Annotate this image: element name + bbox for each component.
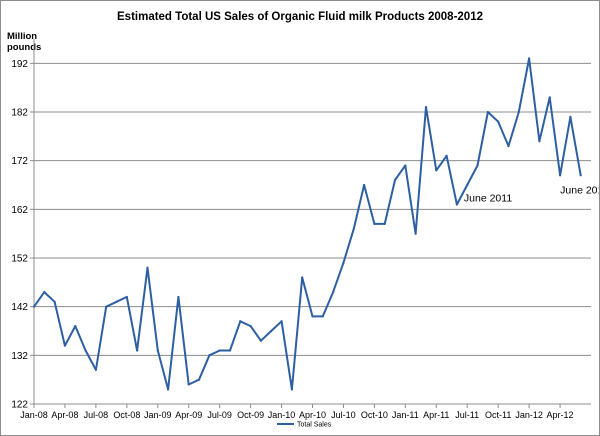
data-point	[259, 339, 263, 342]
data-point	[63, 344, 67, 347]
y-tick-label: 172	[11, 156, 28, 167]
x-tick-label: Jan-12	[515, 410, 543, 420]
data-point	[218, 349, 221, 352]
data-point	[332, 290, 335, 294]
x-tick-label: Jul-11	[455, 410, 479, 420]
data-point	[342, 261, 345, 264]
x-tick-label: Oct-10	[361, 410, 388, 420]
data-point	[393, 179, 397, 182]
data-point	[414, 232, 417, 235]
data-point	[373, 222, 376, 226]
data-point	[424, 106, 428, 109]
chart-title: Estimated Total US Sales of Organic Flui…	[117, 11, 483, 23]
x-tick-labels: Jan-08 Apr-08 Jul-08 Oct-08 Jan-09 Apr-09 Jul-…	[20, 410, 573, 420]
data-point	[455, 203, 459, 206]
x-tick-label: Apr-10	[299, 410, 326, 420]
y-tick-label: 142	[11, 302, 28, 313]
data-point	[301, 276, 304, 279]
data-point	[548, 96, 551, 99]
data-point	[156, 349, 159, 352]
data-point	[94, 368, 97, 372]
x-tick-label: Apr-08	[51, 410, 78, 420]
y-tick-labels: 122 132 142 152 162 172 182 192	[11, 59, 28, 411]
y-tick-label: 182	[11, 108, 28, 119]
x-tick-label: Jan-11	[392, 410, 419, 420]
legend-label-total-sales: Total Sales	[297, 422, 332, 429]
annotations: June 2011 June 2012	[464, 184, 599, 204]
data-point	[270, 329, 273, 333]
x-tick-label: Oct-11	[485, 410, 511, 420]
data-point	[280, 320, 283, 323]
y-tick-label: 132	[11, 351, 28, 362]
x-tick-label: Jan-08	[20, 410, 48, 420]
data-point	[115, 300, 118, 303]
data-point	[497, 120, 500, 123]
x-tick-label: Jul-08	[84, 410, 109, 420]
x-tick-label: Apr-11	[423, 410, 449, 420]
axes	[33, 39, 591, 405]
data-point	[435, 169, 438, 172]
data-point	[507, 144, 510, 148]
y-axis-label-line-1: Million	[7, 31, 37, 42]
annotation-june-2012: June 2012	[560, 184, 599, 196]
data-point	[311, 315, 314, 318]
data-point	[579, 174, 582, 177]
data-point	[208, 354, 211, 357]
data-point	[32, 305, 36, 308]
data-point	[187, 383, 190, 386]
data-point	[228, 349, 232, 352]
y-tick-label: 152	[11, 254, 28, 265]
data-point	[43, 290, 46, 294]
y-axis-label-line-2: pounds	[7, 42, 41, 53]
y-tick-label: 162	[11, 205, 28, 216]
data-point	[84, 349, 87, 352]
x-tick-label: Oct-09	[237, 410, 264, 420]
data-point	[74, 325, 77, 328]
data-point	[383, 222, 386, 226]
data-point	[362, 183, 366, 187]
annotation-june-2011: June 2011	[464, 192, 512, 204]
data-point	[517, 110, 520, 114]
data-point	[125, 295, 128, 299]
data-point	[352, 227, 355, 230]
x-tick-label: Jan-09	[144, 410, 172, 420]
x-tick-label: Jul-10	[331, 410, 356, 420]
data-point	[166, 388, 170, 391]
data-point	[249, 325, 252, 328]
data-point	[558, 174, 562, 177]
data-point	[321, 315, 324, 318]
x-tick-label: Jul-09	[207, 410, 232, 420]
data-point	[538, 140, 541, 143]
legend: Total Sales	[277, 422, 332, 429]
data-point	[239, 320, 242, 323]
data-point	[290, 388, 293, 391]
data-point	[404, 164, 407, 167]
x-tick-label: Oct-08	[113, 410, 140, 420]
data-point	[445, 154, 448, 157]
data-point	[105, 305, 108, 308]
data-point	[476, 164, 479, 167]
data-point	[53, 300, 56, 303]
y-tick-label: 122	[11, 400, 28, 411]
x-tick-label: Jan-10	[268, 410, 296, 420]
data-point	[136, 349, 139, 352]
data-point	[177, 295, 180, 299]
gridlines	[30, 62, 591, 408]
data-point	[528, 57, 531, 60]
x-tick-label: Apr-12	[547, 410, 574, 420]
y-tick-label: 192	[11, 59, 28, 70]
data-point	[569, 115, 572, 118]
data-point	[146, 266, 149, 269]
data-point	[466, 183, 469, 187]
data-point	[486, 110, 489, 114]
series-line-total-sales	[33, 57, 582, 391]
data-point	[197, 378, 201, 381]
x-tick-label: Apr-09	[175, 410, 202, 420]
series-layer	[32, 57, 582, 391]
